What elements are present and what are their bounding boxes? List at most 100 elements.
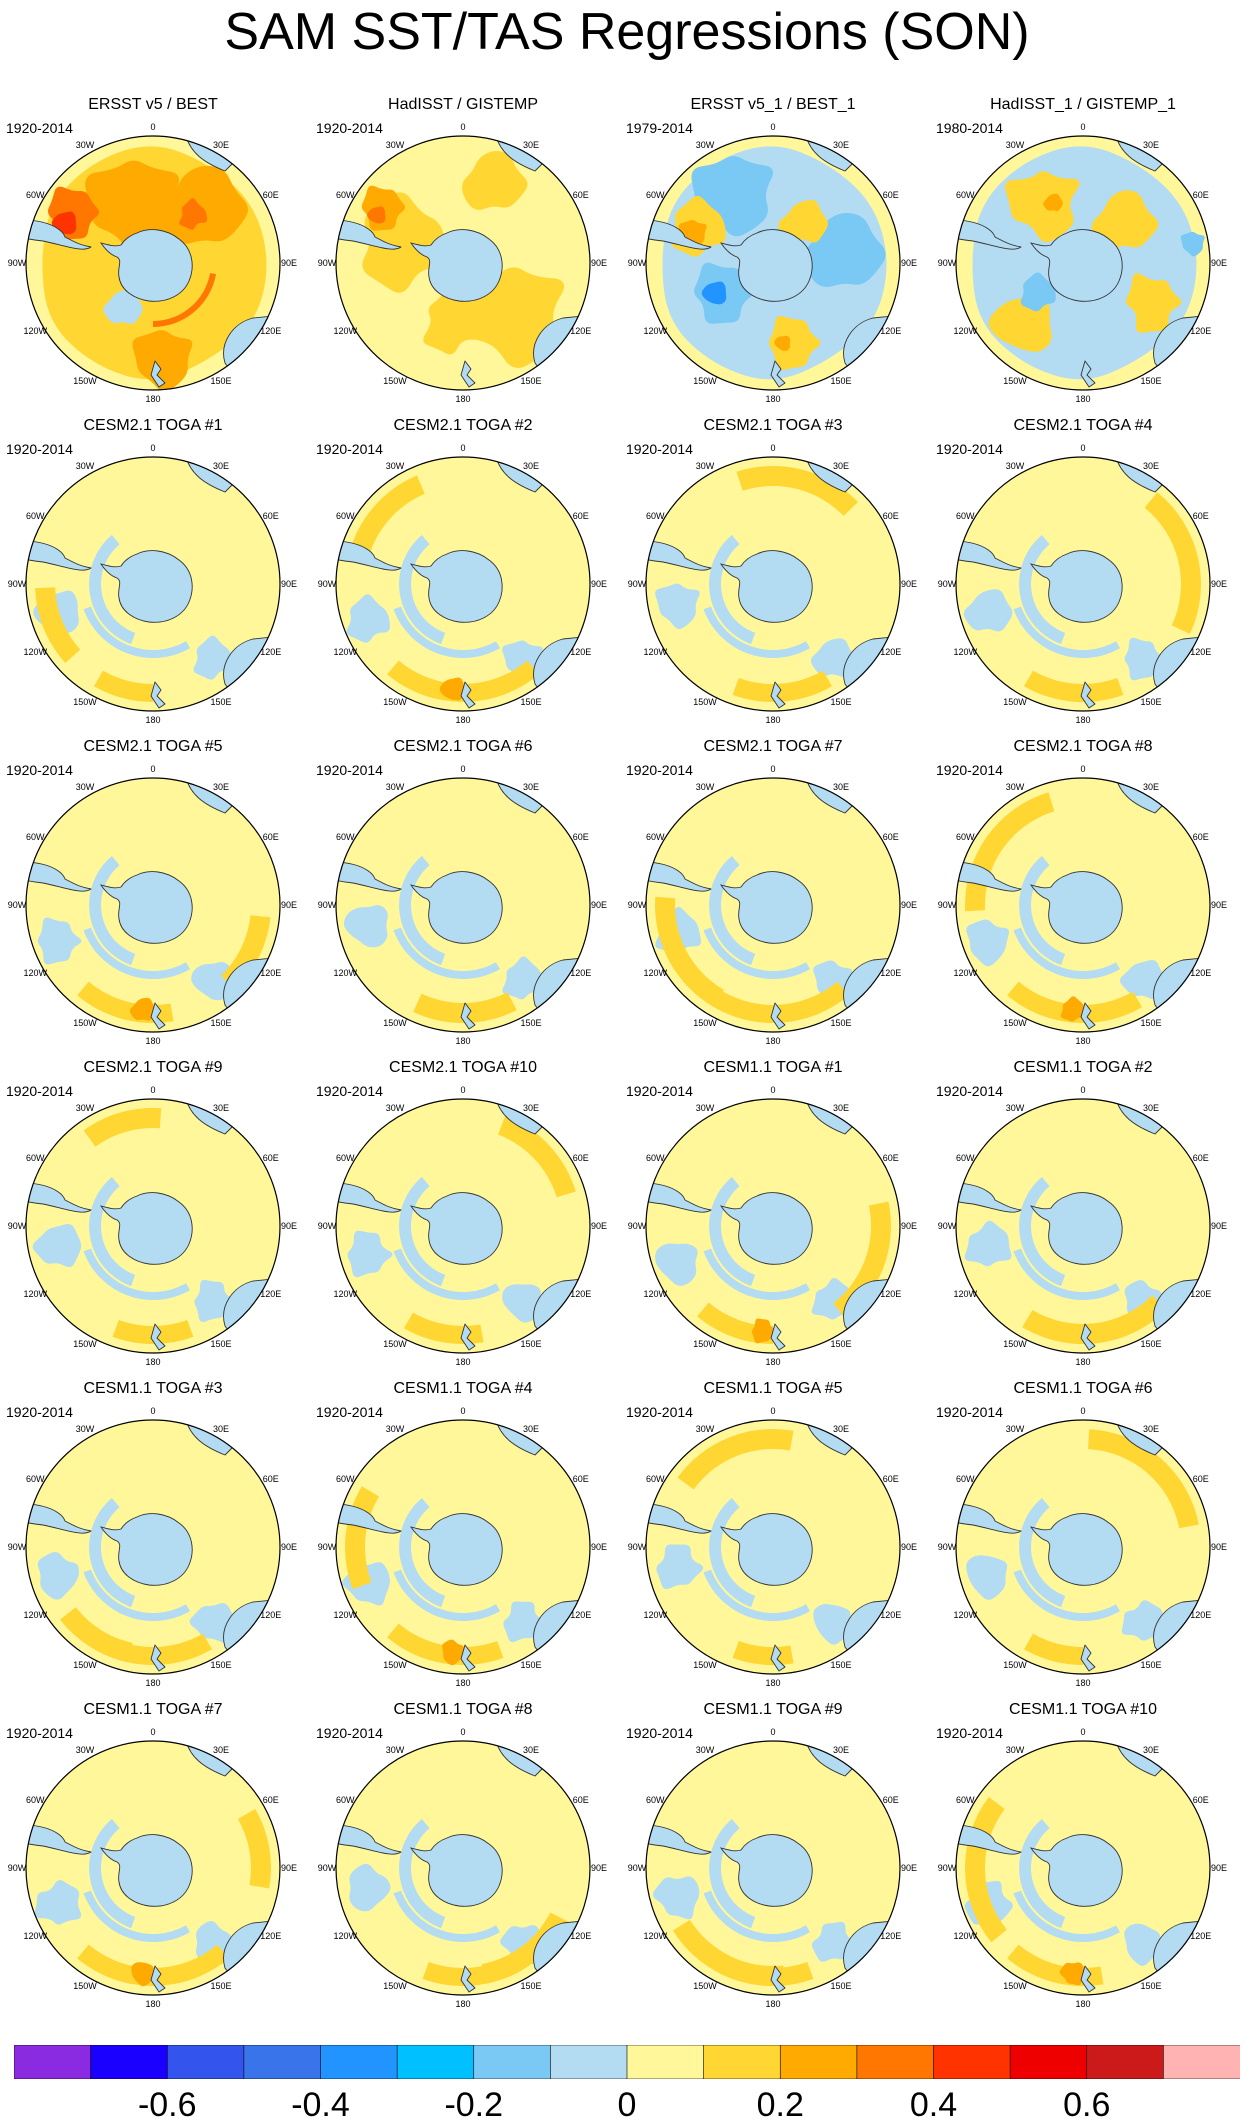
map-panel: CESM2.1 TOGA #6 0 30E 60E 90E 120E 150E 180 150W… xyxy=(313,737,613,1057)
longitude-label: 180 xyxy=(145,1036,160,1046)
longitude-label: 30E xyxy=(213,1745,229,1755)
longitude-label: 0 xyxy=(1080,1406,1085,1416)
longitude-label: 0 xyxy=(1080,1085,1085,1095)
longitude-label: 120W xyxy=(333,1289,357,1299)
map-border xyxy=(25,777,281,1033)
longitude-label: 90W xyxy=(628,1542,647,1552)
longitude-label: 30E xyxy=(833,461,849,471)
longitude-label: 120E xyxy=(1190,1931,1211,1941)
panel-years: 1980-2014 xyxy=(936,120,1003,136)
longitude-label: 150E xyxy=(1140,697,1161,707)
longitude-label: 120W xyxy=(953,1610,977,1620)
new-zealand-land xyxy=(460,360,476,388)
longitude-label: 180 xyxy=(1075,1036,1090,1046)
anomaly-region-positive xyxy=(1005,171,1080,243)
longitude-label: 120E xyxy=(570,1289,591,1299)
map-border xyxy=(645,456,901,712)
anomaly-region-negative xyxy=(1013,1890,1120,1942)
colorbar-swatch xyxy=(320,2045,398,2079)
map-border xyxy=(645,1098,901,1354)
colorbar-tick-label: 0.2 xyxy=(756,2086,804,2124)
longitude-label: 60E xyxy=(883,511,899,521)
colorbar-swatch xyxy=(933,2045,1011,2079)
antarctica-land xyxy=(1029,1513,1123,1586)
polar-map: 0 30E 60E 90E 120E 150E 180 150W 120W 90W 60W 30W xyxy=(628,764,917,1046)
longitude-label: 90E xyxy=(1211,900,1227,910)
colorbar-tick-label: -0.6 xyxy=(137,2086,197,2124)
south-america-land xyxy=(646,219,712,250)
longitude-label: 0 xyxy=(150,1727,155,1737)
antarctica-land xyxy=(719,1192,813,1265)
panel-years: 1920-2014 xyxy=(316,120,383,136)
longitude-label: 60E xyxy=(263,511,279,521)
polar-map: 0 30E 60E 90E 120E 150E 180 150W 120W 90W 60W 30W xyxy=(318,764,607,1046)
longitude-label: 120W xyxy=(953,326,977,336)
panel-years: 1920-2014 xyxy=(6,441,73,457)
anomaly-region-negative xyxy=(502,1284,541,1323)
longitude-label: 30W xyxy=(76,461,95,471)
south-america-land xyxy=(26,1182,92,1213)
anomaly-region xyxy=(462,150,528,210)
panel-title: CESM2.1 TOGA #6 xyxy=(393,738,533,755)
anomaly-region-negative xyxy=(966,1555,1008,1600)
anomaly-region-negative xyxy=(393,1569,500,1621)
panel-years: 1920-2014 xyxy=(626,441,693,457)
longitude-label: 120E xyxy=(570,1931,591,1941)
longitude-label: 60W xyxy=(646,190,665,200)
map-border xyxy=(955,456,1211,712)
longitude-label: 120E xyxy=(1190,968,1211,978)
longitude-label: 30W xyxy=(1006,1103,1025,1113)
panel-years: 1920-2014 xyxy=(6,1725,73,1741)
longitude-label: 180 xyxy=(1075,1678,1090,1688)
map-panel: CESM2.1 TOGA #2 0 30E 60E 90E 120E 150E 180 150W… xyxy=(313,416,613,736)
longitude-label: 120W xyxy=(333,326,357,336)
anomaly-region-positive xyxy=(1042,1302,1159,1345)
longitude-label: 150W xyxy=(1003,1660,1027,1670)
anomaly-region-negative xyxy=(89,1819,136,1929)
colorbar-swatch xyxy=(1086,2045,1165,2079)
longitude-label: 150E xyxy=(210,1018,231,1028)
longitude-label: 60W xyxy=(336,1153,355,1163)
longitude-label: 150E xyxy=(1140,1018,1161,1028)
longitude-label: 30W xyxy=(1006,1424,1025,1434)
panel-title: CESM2.1 TOGA #5 xyxy=(83,738,223,755)
new-zealand-land xyxy=(770,1323,786,1351)
longitude-label: 0 xyxy=(460,122,465,132)
antarctica-land xyxy=(409,229,503,302)
longitude-label: 90E xyxy=(591,258,607,268)
anomaly-region-positive xyxy=(833,1201,891,1319)
colorbar-tick-label: 0.4 xyxy=(909,2086,958,2124)
colorbar-swatch xyxy=(1163,2045,1240,2079)
longitude-label: 90E xyxy=(1211,1863,1227,1873)
longitude-label: 120W xyxy=(333,1931,357,1941)
anomaly-region-negative xyxy=(652,1876,700,1920)
longitude-label: 150W xyxy=(73,697,97,707)
longitude-label: 30E xyxy=(1143,1103,1159,1113)
longitude-label: 120E xyxy=(260,326,281,336)
new-zealand-land xyxy=(460,1002,476,1030)
longitude-label: 90E xyxy=(591,1863,607,1873)
longitude-label: 90E xyxy=(281,1221,297,1231)
colorbar-swatch xyxy=(166,2045,245,2079)
anomaly-region xyxy=(1060,996,1086,1022)
anomaly-region xyxy=(774,335,791,352)
map-panel: CESM2.1 TOGA #1 0 30E 60E 90E 120E 150E 180 150W… xyxy=(3,416,303,736)
longitude-label: 60W xyxy=(956,1474,975,1484)
anomaly-region-negative xyxy=(89,535,136,645)
south-america-land xyxy=(336,1503,402,1534)
polar-map: 0 30E 60E 90E 120E 150E 180 150W 120W 90W 60W 30W xyxy=(8,443,297,725)
longitude-label: 120W xyxy=(333,647,357,657)
panel-years: 1920-2014 xyxy=(316,1725,383,1741)
antarctica-land xyxy=(99,229,193,302)
new-zealand-land xyxy=(460,1965,476,1993)
longitude-label: 30W xyxy=(696,461,715,471)
anomaly-region-negative xyxy=(37,1552,80,1600)
anomaly-region-negative xyxy=(964,1220,1012,1267)
longitude-label: 60W xyxy=(956,832,975,842)
longitude-label: 150E xyxy=(1140,1981,1161,1991)
longitude-label: 90E xyxy=(901,900,917,910)
longitude-label: 60W xyxy=(646,1474,665,1484)
longitude-label: 120W xyxy=(333,1610,357,1620)
longitude-label: 30W xyxy=(1006,1745,1025,1755)
polar-map: 0 30E 60E 90E 120E 150E 180 150W 120W 90W 60W 30W xyxy=(8,1085,297,1367)
